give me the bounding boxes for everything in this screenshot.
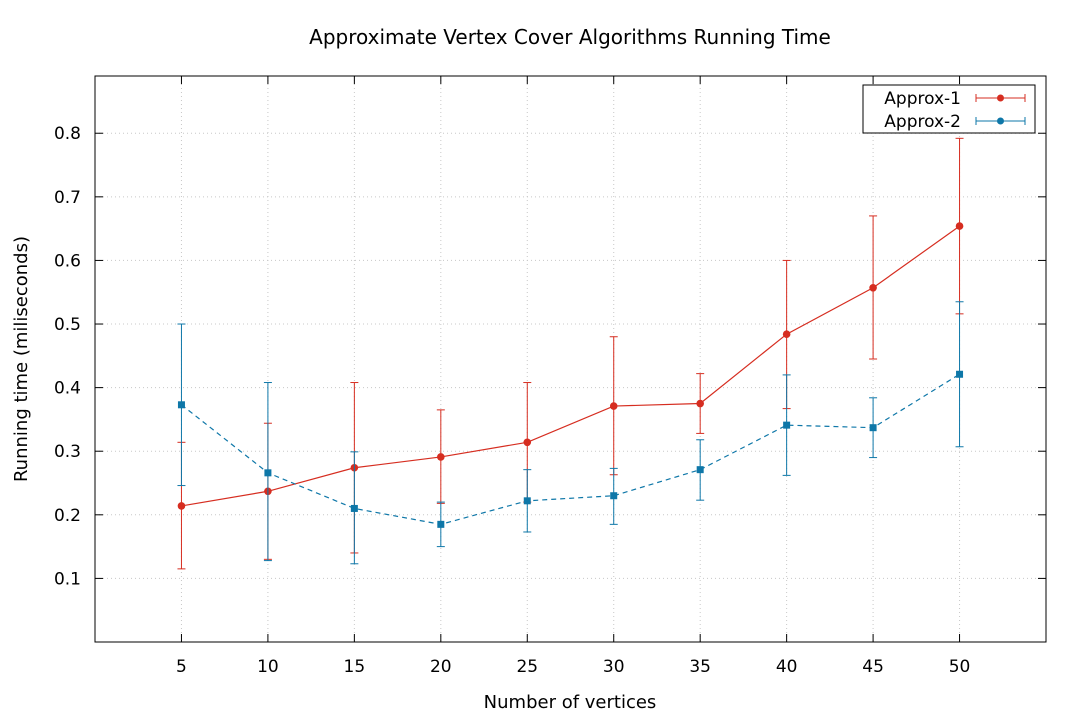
- x-axis-label: Number of vertices: [484, 692, 657, 713]
- legend-label: Approx-2: [884, 112, 961, 132]
- data-point: [610, 492, 618, 500]
- data-point: [609, 402, 618, 410]
- data-point: [696, 399, 704, 408]
- data-point: [782, 330, 791, 338]
- data-point: [437, 520, 445, 528]
- legend-swatch-marker: [997, 94, 1004, 102]
- data-point: [177, 401, 185, 409]
- y-tick-label: 0.8: [54, 124, 81, 144]
- x-tick-label: 45: [862, 657, 884, 677]
- x-tick-label: 15: [344, 657, 366, 677]
- y-tick-label: 0.3: [54, 442, 81, 462]
- data-point: [177, 502, 186, 510]
- y-axis-label: Running time (miliseconds): [11, 236, 32, 482]
- data-point: [783, 421, 791, 429]
- data-point: [264, 469, 272, 477]
- legend: Approx-1 Approx-2: [862, 84, 1036, 134]
- data-point: [696, 466, 704, 474]
- y-tick-label: 0.2: [54, 506, 81, 526]
- grid: [95, 76, 1046, 642]
- series-line: [181, 373, 960, 525]
- y-tick-label: 0.5: [54, 315, 81, 335]
- series-approx-2: [177, 301, 964, 565]
- y-tick-label: 0.4: [54, 379, 81, 399]
- x-tick-label: 40: [776, 657, 798, 677]
- legend-box: [862, 84, 1036, 134]
- data-point: [523, 497, 531, 505]
- data-point: [956, 370, 964, 378]
- data-point: [869, 424, 877, 432]
- plot-frame: [94, 75, 1047, 643]
- series-line: [181, 225, 960, 507]
- x-tick-label: 5: [176, 657, 187, 677]
- chart-title: Approximate Vertex Cover Algorithms Runn…: [309, 25, 831, 49]
- x-tick-label: 10: [257, 657, 279, 677]
- y-tick-label: 0.7: [54, 188, 81, 208]
- data-point: [437, 453, 445, 461]
- series-layer: [177, 137, 964, 570]
- x-tick-label: 35: [689, 657, 711, 677]
- y-tick-label: 0.6: [54, 251, 81, 271]
- x-tick-label: 25: [516, 657, 538, 677]
- y-tick-label: 0.1: [54, 569, 81, 589]
- legend-swatch-marker: [997, 117, 1004, 125]
- data-point: [869, 283, 877, 292]
- ticks: 5 10 15 20 25 30 35 40 45 50 0.1 0.2 0.3 0.4 0.5 0.6 0.7…: [54, 76, 1046, 677]
- x-tick-label: 50: [949, 657, 971, 677]
- data-point: [523, 438, 532, 447]
- x-tick-label: 20: [430, 657, 452, 677]
- data-point: [350, 504, 358, 512]
- series-approx-1: [177, 137, 964, 570]
- data-point: [955, 222, 964, 230]
- legend-label: Approx-1: [884, 89, 961, 109]
- x-tick-label: 30: [603, 657, 625, 677]
